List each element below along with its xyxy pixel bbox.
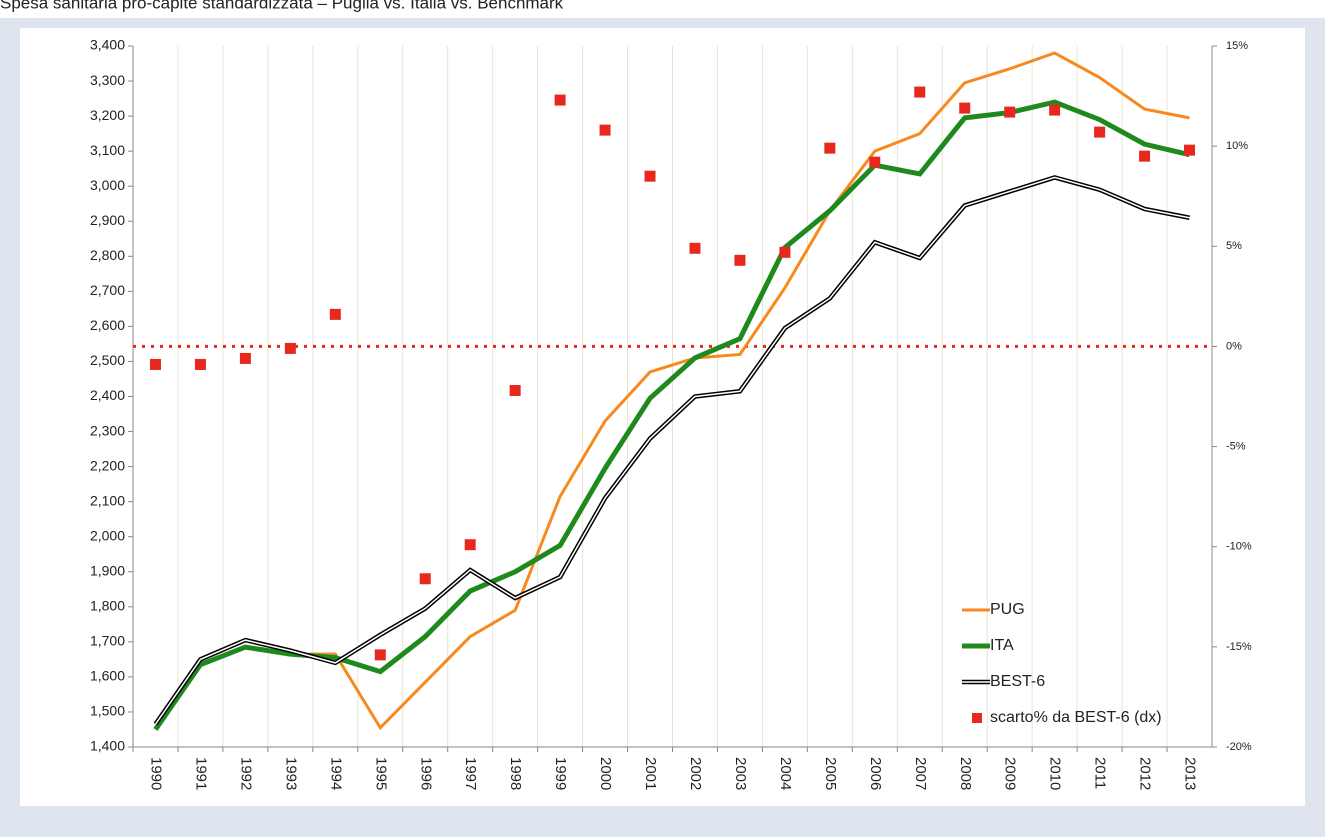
legend-label: PUG xyxy=(990,601,1025,618)
y2-tick-label: 5% xyxy=(1226,240,1242,252)
x-tick-label: 1993 xyxy=(282,757,299,790)
y-tick-label: 1,500 xyxy=(90,703,125,719)
x-tick-label: 1996 xyxy=(417,757,434,790)
y-tick-label: 1,600 xyxy=(90,668,125,684)
legend-label: scarto% da BEST-6 (dx) xyxy=(990,709,1162,726)
y-tick-label: 1,400 xyxy=(90,738,125,754)
marker xyxy=(1004,106,1016,118)
x-tick-label: 2004 xyxy=(777,757,794,790)
y2-tick-label: 15% xyxy=(1226,40,1248,52)
marker xyxy=(1139,150,1151,162)
marker xyxy=(329,308,341,320)
y-tick-label: 2,000 xyxy=(90,527,125,543)
y-tick-label: 2,200 xyxy=(90,457,125,473)
series-line xyxy=(153,99,1191,731)
marker xyxy=(689,242,701,254)
y2-tick-label: -15% xyxy=(1226,641,1252,653)
y-tick-label: 2,400 xyxy=(90,387,125,403)
y-tick-label: 3,200 xyxy=(90,107,125,123)
y-tick-label: 3,100 xyxy=(90,142,125,158)
marker xyxy=(734,254,746,266)
y-tick-label: 3,300 xyxy=(90,72,125,88)
x-tick-label: 1997 xyxy=(462,757,479,790)
y2-tick-label: -5% xyxy=(1226,440,1246,452)
marker xyxy=(959,102,971,114)
x-tick-label: 2009 xyxy=(1002,757,1019,790)
x-tick-label: 2008 xyxy=(957,757,974,790)
x-tick-label: 1998 xyxy=(507,757,524,790)
y-tick-label: 2,700 xyxy=(90,282,125,298)
marker xyxy=(1049,104,1061,116)
x-tick-label: 2006 xyxy=(867,757,884,790)
x-tick-label: 2010 xyxy=(1047,757,1064,790)
y-tick-label: 3,000 xyxy=(90,177,125,193)
x-tick-label: 1992 xyxy=(237,757,254,790)
legend-swatch xyxy=(972,713,982,723)
marker xyxy=(1094,126,1106,138)
x-tick-label: 2012 xyxy=(1137,757,1154,790)
y-tick-label: 2,300 xyxy=(90,422,125,438)
y2-tick-label: 0% xyxy=(1226,340,1242,352)
x-tick-label: 1990 xyxy=(148,757,165,790)
x-tick-label: 1995 xyxy=(372,757,389,790)
y-tick-label: 2,100 xyxy=(90,492,125,508)
marker xyxy=(374,649,386,661)
legend-label: ITA xyxy=(990,637,1014,654)
marker xyxy=(194,358,206,370)
y2-tick-label: 10% xyxy=(1226,140,1248,152)
y-tick-label: 1,700 xyxy=(90,633,125,649)
marker xyxy=(1184,144,1196,156)
x-tick-label: 2011 xyxy=(1092,757,1109,789)
y-tick-label: 1,900 xyxy=(90,562,125,578)
chart-area xyxy=(20,28,1305,806)
marker xyxy=(599,124,611,136)
marker xyxy=(914,86,926,98)
marker xyxy=(824,142,836,154)
x-tick-label: 2013 xyxy=(1182,757,1199,790)
x-tick-label: 1999 xyxy=(552,757,569,790)
y-tick-label: 2,600 xyxy=(90,317,125,333)
x-tick-label: 2001 xyxy=(642,757,659,790)
marker xyxy=(869,156,881,168)
marker xyxy=(554,94,566,106)
x-tick-label: 1991 xyxy=(192,757,209,790)
x-tick-label: 2005 xyxy=(822,757,839,790)
y-tick-label: 2,900 xyxy=(90,212,125,228)
x-tick-label: 2000 xyxy=(597,757,614,790)
y-tick-label: 1,800 xyxy=(90,598,125,614)
marker xyxy=(284,342,296,354)
marker xyxy=(419,573,431,585)
series-line xyxy=(154,51,1190,731)
y2-tick-label: -10% xyxy=(1226,541,1252,553)
x-tick-label: 1994 xyxy=(327,757,344,790)
marker xyxy=(644,170,656,182)
y-tick-label: 2,800 xyxy=(90,247,125,263)
marker xyxy=(239,352,251,364)
x-tick-label: 2007 xyxy=(912,757,929,790)
legend-label: BEST-6 xyxy=(990,673,1045,690)
y2-tick-label: -20% xyxy=(1226,741,1252,753)
x-tick-label: 2003 xyxy=(732,757,749,790)
y-tick-label: 2,500 xyxy=(90,352,125,368)
marker xyxy=(509,384,521,396)
marker xyxy=(149,358,161,370)
marker xyxy=(464,539,476,551)
marker xyxy=(779,246,791,258)
series-line-inner xyxy=(154,176,1190,725)
chart-title: Spesa sanitaria pro-capite standardizzat… xyxy=(0,0,564,12)
y-tick-label: 3,400 xyxy=(90,37,125,53)
x-tick-label: 2002 xyxy=(687,757,704,790)
